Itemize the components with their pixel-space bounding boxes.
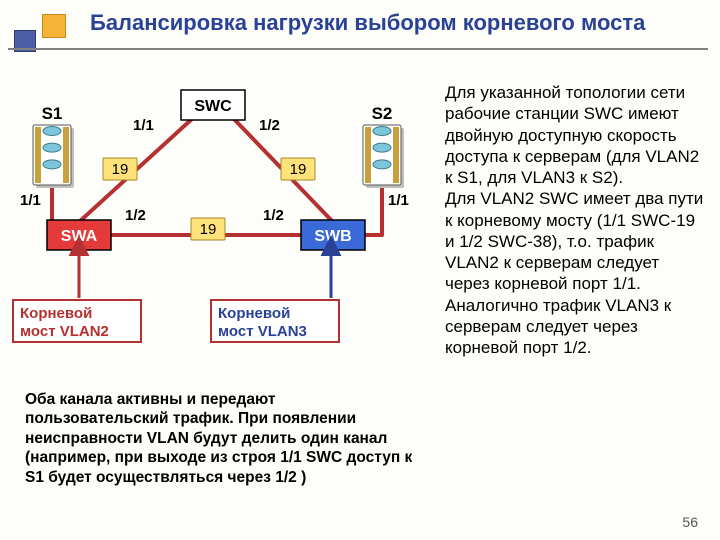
cost-value: 19	[290, 161, 307, 178]
port-label: 1/2	[259, 117, 280, 134]
server-label: S1	[42, 104, 63, 123]
root-label: Корневой	[218, 305, 290, 322]
switch-label: SWC	[194, 98, 232, 115]
cost-value: 19	[200, 221, 217, 238]
cost-value: 19	[112, 161, 129, 178]
switch-label: SWA	[61, 228, 98, 245]
topology-diagram: 1/1 1/2 1/2 1/2 1/1 1/1 19 19 19 S1 S2 SWC SWA SWB Кор…	[5, 70, 435, 370]
root-label: мост VLAN3	[218, 323, 307, 340]
right-p2: Для VLAN2 SWC имеет два пути к корневому…	[445, 189, 703, 357]
port-label: 1/2	[125, 207, 146, 224]
server-label: S2	[372, 104, 393, 123]
root-label: мост VLAN2	[20, 323, 109, 340]
link-s2-swb	[363, 184, 382, 235]
page-number: 56	[682, 514, 698, 530]
root-label: Корневой	[20, 305, 92, 322]
port-label: 1/1	[388, 192, 409, 209]
slide-title: Балансировка нагрузки выбором корневого …	[90, 10, 645, 36]
switch-label: SWB	[314, 228, 351, 245]
port-label: 1/2	[263, 207, 284, 224]
description-right: Для указанной топологии сети рабочие ста…	[445, 82, 705, 358]
right-p1: Для указанной топологии сети рабочие ста…	[445, 83, 699, 187]
port-label: 1/1	[20, 192, 41, 209]
port-label: 1/1	[133, 117, 154, 134]
description-bottom: Оба канала активны и передают пользовате…	[25, 390, 420, 487]
